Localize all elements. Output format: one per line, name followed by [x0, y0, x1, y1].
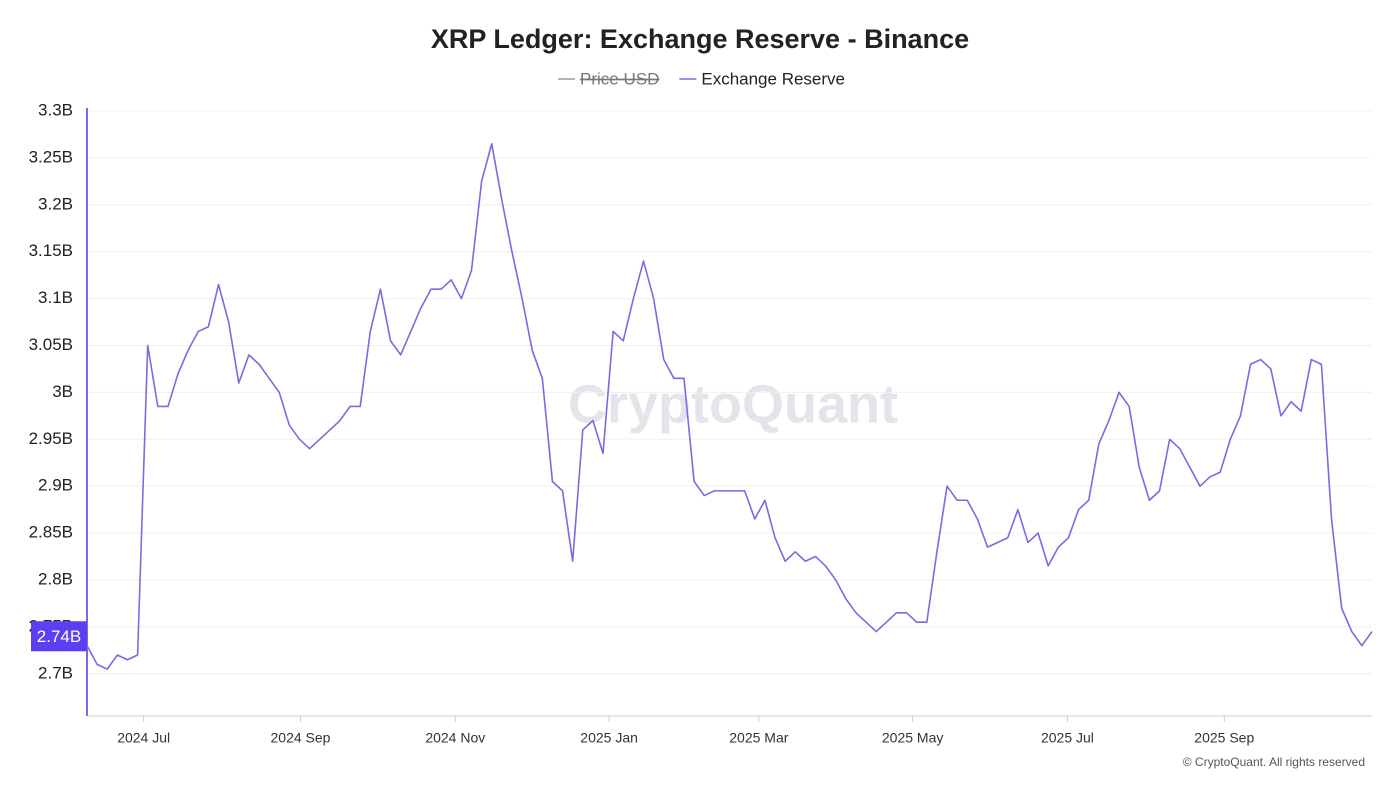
y-tick-label: 3.3B	[38, 100, 73, 119]
legend-label: Exchange Reserve	[701, 69, 845, 88]
x-tick-label: 2025 Jan	[580, 730, 638, 746]
x-tick-label: 2024 Sep	[271, 730, 331, 746]
y-tick-label: 2.9B	[38, 476, 73, 495]
x-tick-label: 2024 Jul	[117, 730, 170, 746]
y-tick-label: 2.85B	[29, 523, 73, 542]
legend-item: Exchange Reserve	[679, 69, 845, 88]
current-value-label: 2.74B	[37, 627, 81, 646]
legend-label: Price USD	[580, 69, 659, 88]
y-tick-label: 2.8B	[38, 569, 73, 588]
y-tick-label: 3.2B	[38, 194, 73, 213]
x-tick-label: 2025 Jul	[1041, 730, 1094, 746]
line-series	[86, 143, 1373, 670]
y-tick-label: 3.25B	[29, 147, 73, 166]
x-tick-label: 2025 Mar	[729, 730, 788, 746]
y-tick-label: 3B	[52, 382, 73, 401]
watermark: CryptoQuant	[568, 374, 898, 434]
y-tick-label: 3.15B	[29, 241, 73, 260]
x-tick-label: 2024 Nov	[425, 730, 485, 746]
x-tick-label: 2025 May	[882, 730, 943, 746]
current-value-badge	[31, 621, 87, 652]
y-tick-label: 3.05B	[29, 335, 73, 354]
legend-item: Price USD	[558, 69, 659, 88]
x-tick-label: 2025 Sep	[1194, 730, 1254, 746]
y-tick-label: 2.7B	[38, 663, 73, 682]
y-tick-label: 3.1B	[38, 288, 73, 307]
footer: © CryptoQuant. All rights reserved	[1183, 755, 1365, 769]
y-tick-label: 2.95B	[29, 429, 73, 448]
chart-title: XRP Ledger: Exchange Reserve - Binance	[431, 24, 969, 54]
